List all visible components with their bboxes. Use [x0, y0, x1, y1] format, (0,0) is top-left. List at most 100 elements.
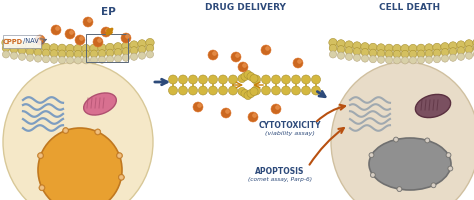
Circle shape: [42, 43, 50, 52]
Circle shape: [329, 38, 337, 47]
Circle shape: [253, 114, 256, 117]
Circle shape: [138, 46, 146, 53]
Circle shape: [34, 48, 42, 56]
Circle shape: [385, 44, 393, 53]
Circle shape: [441, 55, 448, 62]
Circle shape: [106, 49, 114, 57]
Circle shape: [401, 50, 409, 58]
Circle shape: [58, 44, 66, 53]
Circle shape: [337, 52, 345, 59]
PathPatch shape: [6, 45, 150, 60]
Circle shape: [228, 86, 237, 95]
Ellipse shape: [331, 62, 474, 200]
Circle shape: [250, 74, 258, 83]
Circle shape: [2, 44, 10, 52]
Circle shape: [441, 48, 449, 56]
Circle shape: [26, 42, 34, 50]
Circle shape: [385, 50, 393, 58]
Circle shape: [425, 138, 430, 143]
Circle shape: [393, 44, 401, 53]
Circle shape: [122, 48, 130, 55]
Circle shape: [82, 57, 90, 64]
Circle shape: [39, 185, 45, 191]
Circle shape: [425, 44, 433, 52]
Circle shape: [114, 43, 122, 51]
Circle shape: [262, 86, 271, 95]
Circle shape: [168, 86, 177, 95]
Circle shape: [209, 86, 218, 95]
Circle shape: [377, 50, 385, 57]
Circle shape: [329, 44, 337, 52]
Circle shape: [238, 62, 248, 72]
Circle shape: [50, 44, 58, 52]
Circle shape: [301, 75, 310, 84]
Circle shape: [262, 75, 271, 84]
Circle shape: [401, 44, 409, 53]
Circle shape: [346, 53, 353, 60]
Circle shape: [228, 75, 237, 84]
Circle shape: [395, 138, 397, 141]
Text: (comet assay, Parp-6): (comet assay, Parp-6): [248, 178, 312, 182]
Circle shape: [43, 56, 50, 63]
Circle shape: [293, 58, 303, 68]
Circle shape: [40, 186, 44, 189]
Circle shape: [238, 87, 246, 96]
Circle shape: [146, 38, 154, 47]
Circle shape: [106, 29, 109, 32]
Circle shape: [266, 47, 269, 50]
Circle shape: [42, 49, 50, 57]
Circle shape: [447, 154, 450, 156]
Circle shape: [465, 52, 473, 59]
Circle shape: [401, 57, 409, 64]
Circle shape: [250, 87, 258, 96]
Circle shape: [385, 57, 392, 64]
Circle shape: [236, 54, 239, 57]
Circle shape: [75, 35, 85, 45]
Circle shape: [432, 184, 435, 186]
Text: CPPD: CPPD: [3, 38, 23, 45]
Circle shape: [397, 187, 402, 192]
Ellipse shape: [415, 94, 451, 118]
Circle shape: [362, 55, 369, 62]
Circle shape: [101, 27, 111, 37]
Circle shape: [301, 86, 310, 95]
Circle shape: [130, 47, 138, 54]
Circle shape: [272, 75, 281, 84]
Circle shape: [74, 44, 82, 53]
Circle shape: [99, 56, 106, 63]
Circle shape: [226, 110, 229, 113]
Circle shape: [38, 128, 122, 200]
Circle shape: [292, 75, 301, 84]
Circle shape: [199, 86, 208, 95]
Circle shape: [337, 40, 345, 48]
Bar: [3, 35, 41, 48]
Circle shape: [90, 44, 98, 53]
Circle shape: [345, 47, 353, 54]
Circle shape: [74, 57, 82, 64]
Circle shape: [410, 57, 417, 64]
Circle shape: [311, 86, 320, 95]
Circle shape: [74, 50, 82, 58]
Text: EP: EP: [100, 7, 115, 17]
Circle shape: [122, 42, 130, 50]
Circle shape: [298, 60, 301, 63]
Circle shape: [457, 41, 465, 49]
Circle shape: [272, 86, 281, 95]
Circle shape: [369, 43, 377, 52]
Text: /NAV: /NAV: [23, 38, 39, 45]
Circle shape: [354, 54, 361, 61]
Circle shape: [179, 86, 188, 95]
Circle shape: [34, 43, 42, 51]
Circle shape: [10, 46, 18, 53]
Circle shape: [27, 54, 34, 61]
Circle shape: [98, 50, 106, 57]
Circle shape: [146, 51, 154, 58]
Circle shape: [449, 167, 452, 170]
Circle shape: [66, 50, 74, 58]
Circle shape: [120, 176, 123, 179]
Circle shape: [18, 41, 26, 49]
Circle shape: [433, 43, 441, 52]
Circle shape: [369, 56, 376, 63]
Circle shape: [465, 46, 473, 53]
Circle shape: [117, 153, 122, 159]
